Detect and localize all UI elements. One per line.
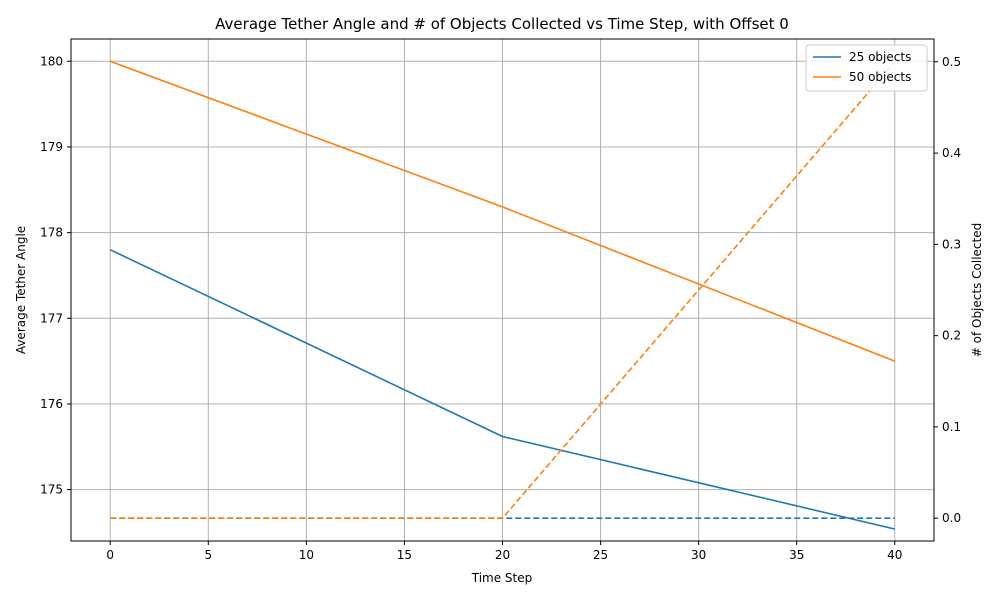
grid-lines: [71, 39, 934, 541]
y-tick-label: 180: [40, 54, 63, 68]
axis-ticks: 0 5 10 15 20 25 30 35 40 175 176 177 178 179 180 0.0 0.1…: [40, 54, 961, 562]
y2-tick-label: 0.3: [942, 237, 961, 251]
y-tick-label: 175: [40, 483, 63, 497]
x-tick-label: 15: [397, 548, 412, 562]
x-tick-label: 10: [299, 548, 314, 562]
y-tick-label: 178: [40, 226, 63, 240]
chart-title: Average Tether Angle and # of Objects Co…: [215, 15, 789, 33]
y2-tick-label: 0.4: [942, 146, 961, 160]
series-line-3-dashed: [110, 61, 896, 519]
x-tick-label: 40: [887, 548, 902, 562]
y-tick-label: 177: [40, 311, 63, 325]
y2-tick-label: 0.0: [942, 511, 961, 525]
y2-tick-label: 0.5: [942, 55, 961, 69]
y2-tick-label: 0.1: [942, 420, 961, 434]
y-tick-label: 179: [40, 140, 63, 154]
x-tick-label: 20: [495, 548, 510, 562]
legend-label: 50 objects: [849, 70, 911, 84]
series-line-1: [109, 60, 896, 362]
x-tick-label: 35: [789, 548, 804, 562]
y-axis-label: Average Tether Angle: [14, 226, 28, 354]
plot-series: [109, 60, 896, 530]
x-axis-label: Time Step: [471, 571, 533, 585]
y2-tick-label: 0.2: [942, 329, 961, 343]
x-tick-label: 30: [691, 548, 706, 562]
legend: 25 objects 50 objects: [805, 44, 928, 92]
x-tick-label: 5: [204, 548, 212, 562]
legend-label: 25 objects: [849, 50, 911, 64]
y-tick-label: 176: [40, 397, 63, 411]
series-line-0: [109, 249, 895, 530]
x-tick-label: 25: [593, 548, 608, 562]
y2-axis-label: # of Objects Collected: [970, 223, 984, 357]
x-tick-label: 0: [106, 548, 114, 562]
